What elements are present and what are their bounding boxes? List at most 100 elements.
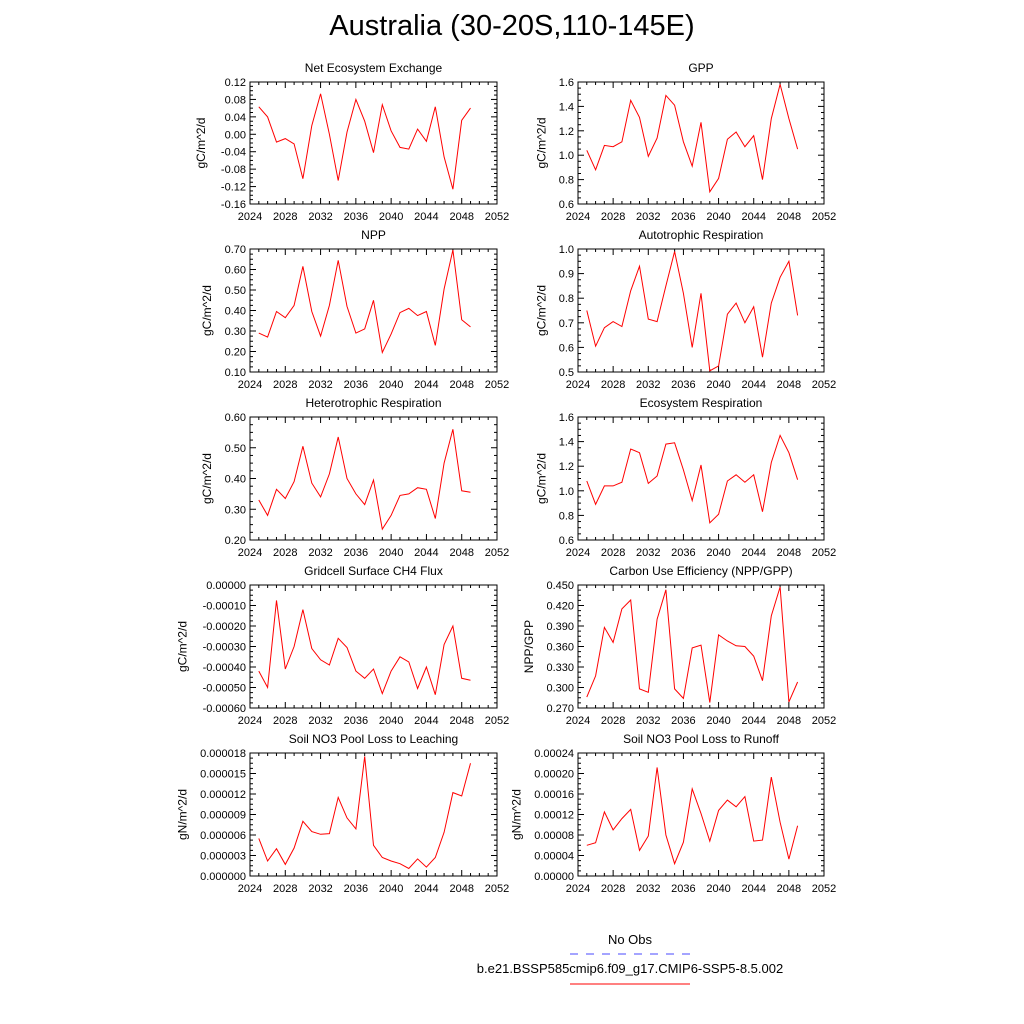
x-tick-label: 2024 <box>566 547 590 559</box>
y-tick-label: -0.08 <box>221 164 246 176</box>
y-tick-label: 0.300 <box>546 683 574 695</box>
y-tick-label: 0.000000 <box>200 871 246 883</box>
series-line <box>258 249 471 355</box>
x-tick-label: 2036 <box>344 547 368 559</box>
y-tick-label: 0.390 <box>546 621 574 633</box>
x-tick-label: 2048 <box>777 715 801 727</box>
x-tick-label: 2052 <box>812 883 836 895</box>
x-tick-label: 2024 <box>566 379 590 391</box>
series-line <box>586 767 799 866</box>
y-tick-label: 0.50 <box>225 443 246 455</box>
x-tick-label: 2044 <box>741 211 765 223</box>
chart-title: GPP <box>688 61 713 75</box>
y-tick-label: 0.000015 <box>200 769 246 781</box>
legend-model-line <box>570 983 690 985</box>
x-tick-label: 2052 <box>812 715 836 727</box>
x-tick-label: 2044 <box>414 547 438 559</box>
x-tick-label: 2044 <box>741 547 765 559</box>
x-tick-label: 2028 <box>273 211 297 223</box>
y-axis-label: NPP/GPP <box>522 620 536 673</box>
y-tick-label: 0.8 <box>559 175 574 187</box>
x-tick-label: 2036 <box>671 211 695 223</box>
x-tick-label: 2028 <box>273 883 297 895</box>
page-title: Australia (30-20S,110-145E) <box>329 10 695 42</box>
series-line <box>258 600 471 696</box>
y-tick-label: 0.8 <box>559 293 574 305</box>
y-tick-label: 0.60 <box>225 412 246 424</box>
x-tick-label: 2052 <box>485 379 509 391</box>
x-tick-label: 2028 <box>273 547 297 559</box>
y-tick-label: -0.00040 <box>203 662 246 674</box>
y-tick-label: 0.04 <box>225 112 246 124</box>
y-tick-label: 0.00024 <box>534 748 574 760</box>
y-tick-label: 0.40 <box>225 306 246 318</box>
series-line <box>258 429 471 531</box>
plot-frame <box>249 752 498 877</box>
x-tick-label: 2028 <box>601 547 625 559</box>
y-tick-label: 0.00 <box>225 129 246 141</box>
x-tick-label: 2028 <box>601 211 625 223</box>
x-tick-label: 2028 <box>273 379 297 391</box>
chart-title: Heterotrophic Respiration <box>305 396 441 410</box>
y-tick-label: -0.04 <box>221 147 246 159</box>
y-tick-label: 0.000009 <box>200 810 246 822</box>
x-tick-label: 2048 <box>449 715 473 727</box>
y-tick-label: 0.60 <box>225 265 246 277</box>
chart-title: Soil NO3 Pool Loss to Leaching <box>289 732 458 746</box>
y-tick-label: 0.270 <box>546 703 574 715</box>
x-tick-label: 2040 <box>706 547 730 559</box>
chart-panel-1: Net Ecosystem Exchange 2024 2028 2032 2036 20… <box>194 61 509 223</box>
x-tick-label: 2040 <box>379 883 403 895</box>
y-tick-label: 1.4 <box>559 437 574 449</box>
chart-title: Soil NO3 Pool Loss to Runoff <box>623 732 780 746</box>
y-tick-label: 0.360 <box>546 642 574 654</box>
y-tick-label: 1.4 <box>559 101 574 113</box>
legend: No Obs b.e21.BSSP585cmip6.f09_g17.CMIP6-… <box>430 930 830 1000</box>
legend-obs-label: No Obs <box>607 932 653 947</box>
y-axis-label: gC/m^2/d <box>175 621 189 672</box>
x-tick-label: 2048 <box>777 211 801 223</box>
chart-panel-10: Soil NO3 Pool Loss to Runoff 2024 2028 2032… <box>510 732 837 895</box>
y-tick-label: -0.00060 <box>203 703 246 715</box>
y-tick-label: 0.000003 <box>200 851 246 863</box>
x-tick-label: 2052 <box>485 883 509 895</box>
chart-panel-9: Soil NO3 Pool Loss to Leaching 2024 2028 20… <box>175 732 509 895</box>
x-tick-label: 2052 <box>812 547 836 559</box>
x-tick-label: 2052 <box>485 547 509 559</box>
x-tick-label: 2032 <box>308 715 332 727</box>
y-tick-label: 0.6 <box>559 342 574 354</box>
y-tick-label: 0.6 <box>559 535 574 547</box>
chart-panel-5: Heterotrophic Respiration 2024 2028 2032 203… <box>200 396 509 559</box>
series-line <box>258 93 471 190</box>
chart-panel-8: Carbon Use Efficiency (NPP/GPP) 2024 2028 2… <box>522 564 836 727</box>
y-tick-label: 1.0 <box>559 244 574 256</box>
x-tick-label: 2040 <box>379 715 403 727</box>
y-tick-label: 0.70 <box>225 244 246 256</box>
y-tick-label: 1.6 <box>559 77 574 89</box>
chart-panel-4: Autotrophic Respiration 2024 2028 2032 2036 2… <box>534 228 836 391</box>
x-tick-label: 2032 <box>308 379 332 391</box>
x-tick-label: 2044 <box>741 715 765 727</box>
series-line <box>586 586 799 703</box>
chart-panel-6: Ecosystem Respiration 2024 2028 2032 2036 204… <box>534 396 836 559</box>
x-tick-label: 2024 <box>566 211 590 223</box>
y-tick-label: 0.00016 <box>534 789 574 801</box>
y-tick-label: 0.20 <box>225 535 246 547</box>
y-tick-label: 1.0 <box>559 486 574 498</box>
plot-frame <box>577 81 825 205</box>
x-tick-label: 2052 <box>812 211 836 223</box>
y-tick-label: 0.00020 <box>534 769 574 781</box>
y-axis-label: gN/m^2/d <box>510 789 524 840</box>
legend-model-label: b.e21.BSSP585cmip6.f09_g17.CMIP6-SSP5-8.… <box>476 961 784 976</box>
plot-frame <box>249 248 498 373</box>
x-tick-label: 2032 <box>636 379 660 391</box>
y-tick-label: 0.00004 <box>534 851 574 863</box>
x-tick-label: 2048 <box>777 379 801 391</box>
x-tick-label: 2052 <box>485 211 509 223</box>
x-tick-label: 2024 <box>238 547 262 559</box>
chart-panel-7: Gridcell Surface CH4 Flux 2024 2028 2032 203… <box>175 564 509 727</box>
y-tick-label: 0.30 <box>225 326 246 338</box>
series-line <box>586 84 799 194</box>
x-tick-label: 2028 <box>601 379 625 391</box>
chart-title: NPP <box>361 228 386 242</box>
